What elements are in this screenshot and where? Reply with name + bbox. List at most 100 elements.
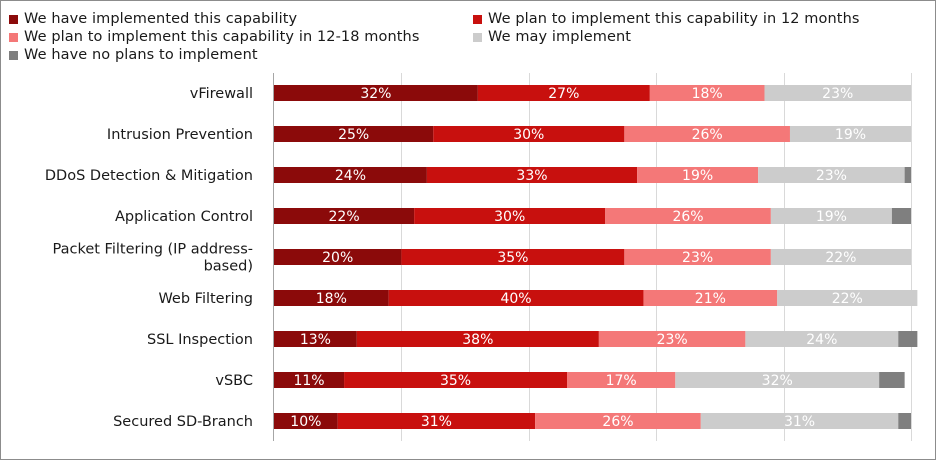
bar-segment <box>777 290 918 306</box>
bar-segment <box>879 372 905 388</box>
data-label: 23% <box>822 86 853 102</box>
bar-segment <box>891 208 911 224</box>
legend-label-plan-12-months: We plan to implement this capability in … <box>488 11 860 27</box>
bar-segment <box>433 126 625 142</box>
legend-label-no-plans: We have no plans to implement <box>24 47 258 63</box>
bar-segment <box>337 413 536 429</box>
category-label: Secured SD-Branch <box>113 414 253 430</box>
category-labels: vFirewall Intrusion Prevention DDoS Detect… <box>45 86 253 430</box>
legend-item-plan-12-months: We plan to implement this capability in … <box>473 10 860 28</box>
bar-segment <box>344 372 568 388</box>
category-label: Intrusion Prevention <box>107 127 253 143</box>
data-label: 32% <box>762 373 793 389</box>
bar-segment <box>643 290 778 306</box>
bar-segment <box>770 208 892 224</box>
data-label: 32% <box>360 86 391 102</box>
legend-item-plan-12-18-months: We plan to implement this capability in … <box>9 28 420 46</box>
bar-segment <box>770 249 911 265</box>
category-label: Application Control <box>115 209 253 225</box>
data-label: 19% <box>835 127 866 143</box>
bar-segment <box>274 126 434 142</box>
legend-item-no-plans: We have no plans to implement <box>9 46 258 64</box>
bar-segment <box>401 249 625 265</box>
data-label: 20% <box>322 250 353 266</box>
category-label: SSL Inspection <box>147 332 253 348</box>
data-label: 10% <box>290 414 321 430</box>
data-label: 24% <box>335 168 366 184</box>
bar-segment <box>274 85 478 101</box>
bar-segment <box>700 413 899 429</box>
data-label: 22% <box>825 250 856 266</box>
data-label: 40% <box>500 291 531 307</box>
category-label: vFirewall <box>190 86 253 102</box>
bar-segment <box>637 167 759 183</box>
data-label: 26% <box>602 414 633 430</box>
bar-segment <box>388 290 644 306</box>
data-label: 33% <box>516 168 547 184</box>
bar-segment <box>675 372 880 388</box>
legend-swatch-may-implement <box>473 32 482 42</box>
bar-segment <box>904 167 911 183</box>
bar-segment <box>898 413 911 429</box>
legend-item-implemented: We have implemented this capability <box>9 10 297 28</box>
bar-segment <box>356 331 599 347</box>
bar-segment <box>274 167 427 183</box>
data-label: 38% <box>462 332 493 348</box>
data-label: 19% <box>816 209 847 225</box>
category-label: DDoS Detection & Mitigation <box>45 168 253 184</box>
bar-segment <box>649 85 765 101</box>
bar-segment <box>274 290 389 306</box>
data-label: 30% <box>513 127 544 143</box>
bar-segment <box>567 372 676 388</box>
data-label: 17% <box>606 373 637 389</box>
data-label: 22% <box>329 209 360 225</box>
category-label: Packet Filtering (IP address-based) <box>53 242 253 275</box>
legend-label-may-implement: We may implement <box>488 29 632 45</box>
data-label: 22% <box>832 291 863 307</box>
data-label: 26% <box>672 209 703 225</box>
bar-segment <box>426 167 638 183</box>
bar-segment <box>598 331 746 347</box>
data-label: 23% <box>657 332 688 348</box>
bar-segment <box>274 331 357 347</box>
bar-segment <box>535 413 701 429</box>
bar-segment <box>477 85 650 101</box>
data-label: 19% <box>682 168 713 184</box>
legend-item-may-implement: We may implement <box>473 28 631 46</box>
data-label: 18% <box>316 291 347 307</box>
bar-segment <box>274 249 402 265</box>
data-label: 31% <box>421 414 452 430</box>
data-label: 23% <box>816 168 847 184</box>
chart-legend: We have implemented this capability We p… <box>1 1 935 63</box>
bar-segment <box>414 208 606 224</box>
legend-label-plan-12-18-months: We plan to implement this capability in … <box>24 29 420 45</box>
data-label: 26% <box>692 127 723 143</box>
bar-segment <box>789 126 911 142</box>
legend-swatch-no-plans <box>9 50 18 60</box>
data-label: 13% <box>300 332 331 348</box>
bar-segment <box>274 413 338 429</box>
category-label: vSBC <box>215 373 253 389</box>
bar-segment <box>624 249 771 265</box>
category-label: Web Filtering <box>158 291 253 307</box>
bar-segment <box>274 372 345 388</box>
legend-swatch-implemented <box>9 14 18 24</box>
data-label: 35% <box>440 373 471 389</box>
data-label: 35% <box>497 250 528 266</box>
data-label: 11% <box>293 373 324 389</box>
bar-segment <box>764 85 911 101</box>
data-label: 25% <box>338 127 369 143</box>
data-label: 31% <box>784 414 815 430</box>
data-label: 23% <box>682 250 713 266</box>
bar-segment <box>898 331 918 347</box>
data-label: 27% <box>548 86 579 102</box>
bar-segment <box>758 167 905 183</box>
data-label: 24% <box>806 332 837 348</box>
data-label: 21% <box>695 291 726 307</box>
bar-segment <box>745 331 899 347</box>
bar-segment <box>605 208 771 224</box>
bar-segment <box>624 126 790 142</box>
data-label: 18% <box>692 86 723 102</box>
data-label: 30% <box>494 209 525 225</box>
